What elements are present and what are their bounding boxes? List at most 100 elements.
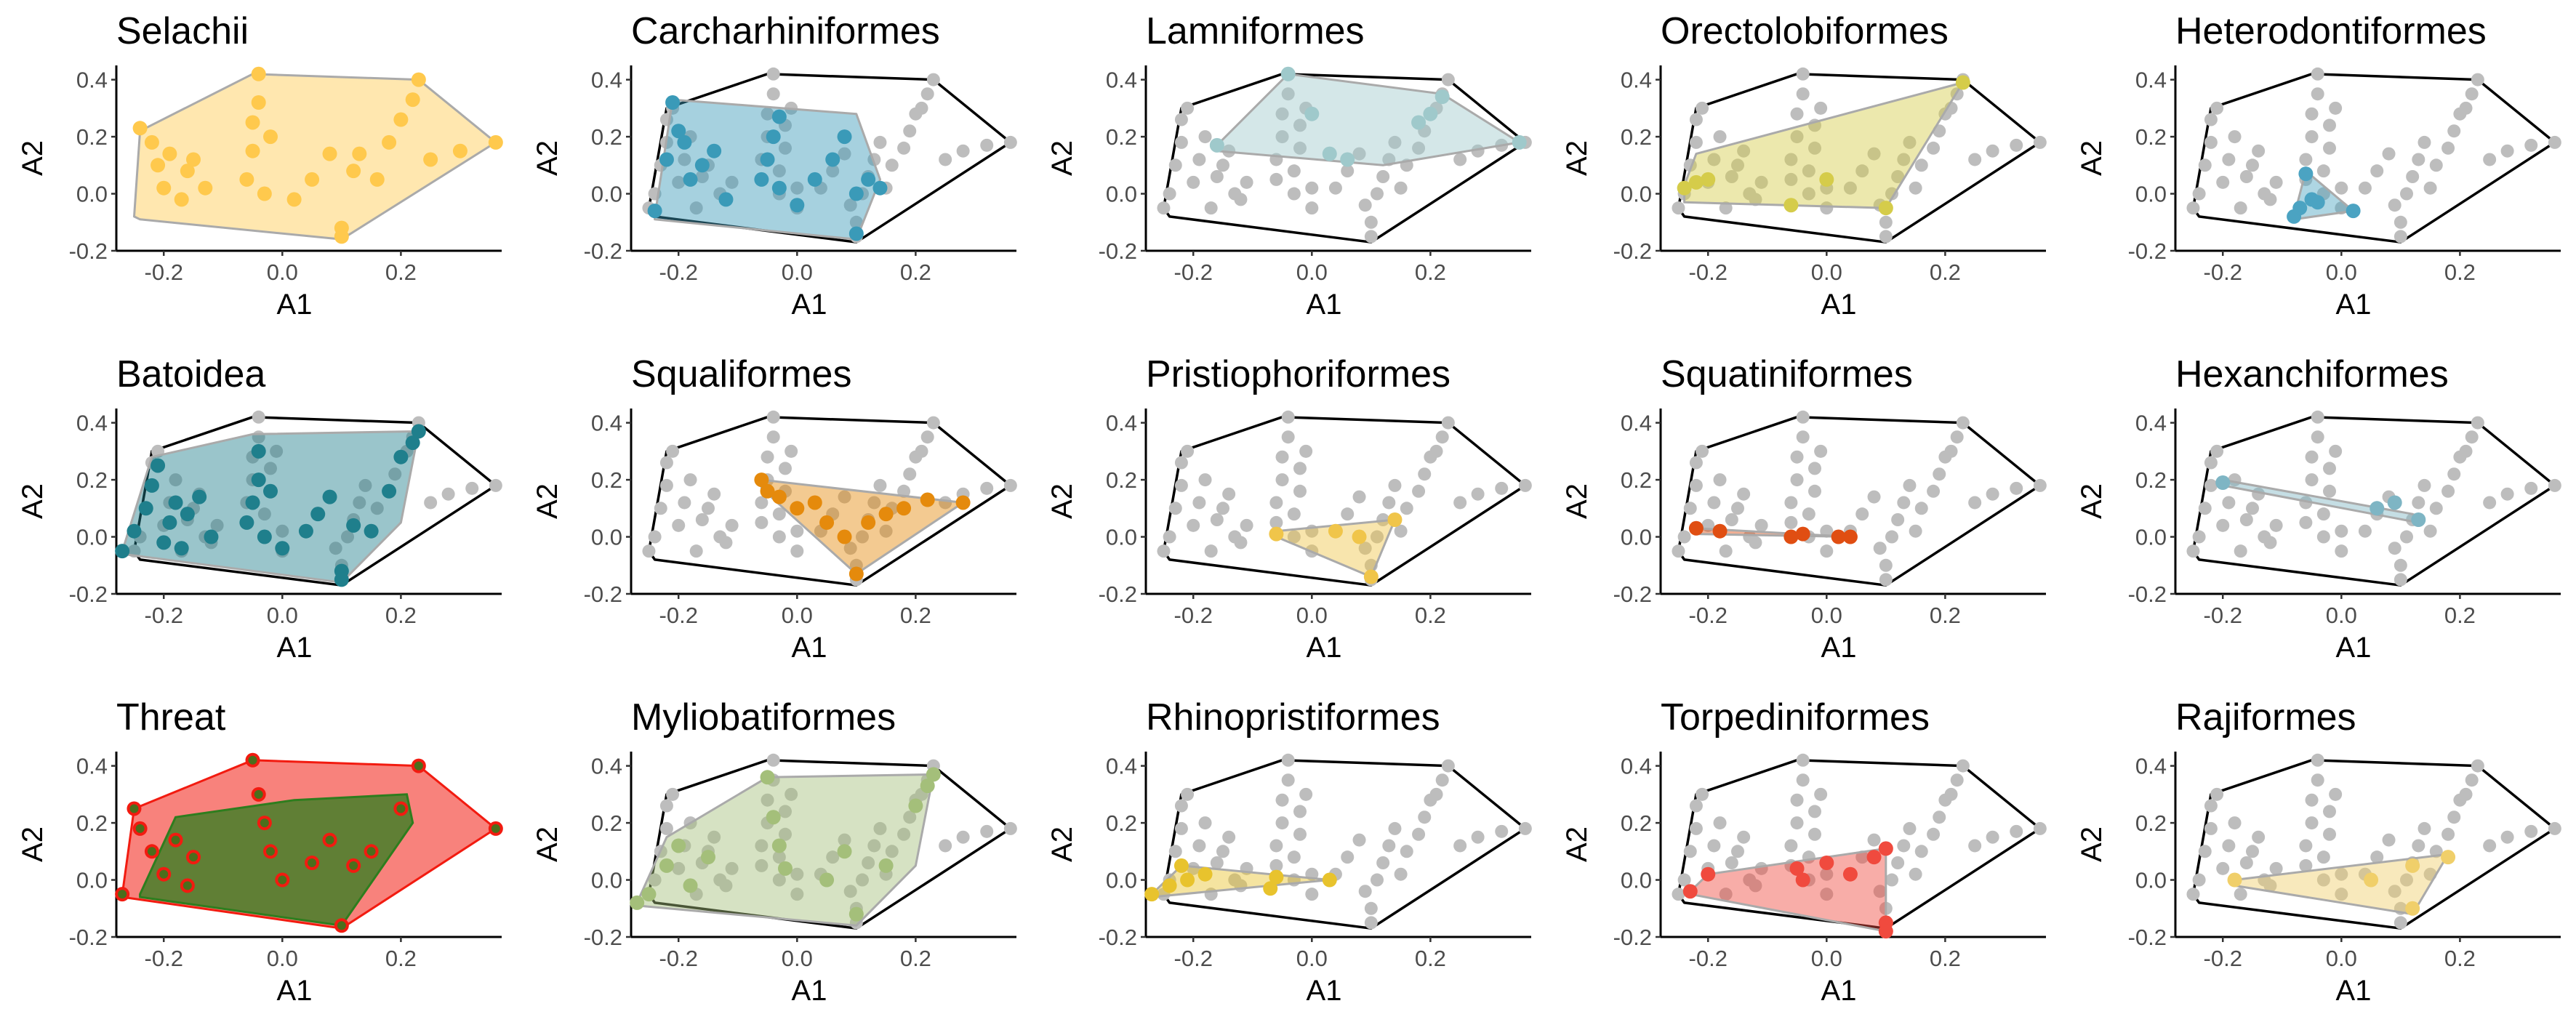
background-point [725, 175, 739, 189]
reference-hull [2191, 416, 2556, 587]
y-tick-label: 0.2 [2135, 124, 2167, 150]
group-point [127, 523, 142, 539]
background-point [2447, 810, 2461, 824]
background-point [1903, 821, 1917, 835]
background-point [1371, 873, 1384, 887]
y-tick-label: 0.4 [1106, 754, 1137, 779]
background-point [2335, 888, 2348, 901]
background-point [2198, 158, 2212, 172]
background-point [1944, 101, 1958, 115]
background-point [642, 544, 656, 558]
group-hull [654, 98, 881, 241]
y-tick-label: 0.2 [1106, 124, 1137, 150]
background-point [2269, 518, 2283, 532]
group-point [1304, 106, 1320, 121]
background-point [1814, 787, 1828, 801]
background-point [1495, 824, 1509, 838]
x-tick-label: -0.2 [659, 259, 698, 285]
y-tick-label: 0.0 [1106, 525, 1137, 550]
facet-plot: Rajiformes -0.2 0.0 0.2 0.4 -0.2 0.0 0.2 A1 A2 [2076, 696, 2561, 1007]
background-point [1956, 416, 1970, 430]
group-point [671, 838, 686, 853]
background-point [980, 138, 994, 152]
background-point [1696, 444, 1709, 458]
background-point [1382, 496, 1396, 510]
background-point [2323, 118, 2336, 132]
background-point [2204, 456, 2218, 470]
background-point [862, 856, 875, 869]
facet-panel: Squaliformes -0.2 0.0 0.2 0.4 -0.2 0.0 0.2 A1 A2 [515, 343, 1030, 686]
facet-plot: Orectolobiformes -0.2 0.0 0.2 0.4 -0.2 0.0 0.2 A… [1561, 10, 2047, 321]
background-point [1412, 141, 1426, 155]
background-point [849, 215, 863, 229]
background-point [1986, 144, 1999, 158]
background-point [755, 496, 769, 510]
y-tick-label: 0.0 [1106, 182, 1137, 207]
background-point [1471, 487, 1485, 501]
x-tick-label: -0.2 [145, 259, 183, 285]
background-point [2329, 787, 2343, 801]
background-point [2412, 839, 2425, 853]
y-tick-label: -0.2 [69, 582, 108, 607]
x-axis-label: A1 [1821, 975, 1857, 1007]
background-point [1192, 839, 1206, 853]
x-tick-label: 0.2 [900, 946, 931, 971]
group-point [771, 180, 787, 196]
background-point [2316, 164, 2330, 178]
background-point [654, 502, 667, 515]
background-point [2234, 888, 2247, 901]
y-tick-label: 0.4 [76, 68, 108, 93]
background-point [1808, 484, 1821, 498]
background-point [1240, 175, 1253, 189]
background-point [2329, 101, 2343, 115]
background-point [1305, 181, 1319, 195]
background-point [1843, 181, 1857, 195]
background-point [2198, 502, 2212, 515]
y-tick-label: 0.2 [591, 810, 622, 836]
background-point [2394, 558, 2407, 572]
background-point [1689, 456, 1703, 470]
background-point [1968, 496, 1982, 510]
background-point [1707, 496, 1721, 510]
group-point [275, 541, 290, 556]
background-point [648, 530, 662, 544]
y-tick-label: 0.2 [2135, 810, 2167, 836]
background-point [1275, 816, 1289, 830]
panel-title: Orectolobiformes [1661, 10, 1949, 52]
background-point [2222, 839, 2236, 853]
background-point [1518, 821, 1532, 835]
background-point [672, 518, 686, 532]
group-point [115, 544, 130, 559]
panel-title: Batoidea [116, 353, 265, 395]
background-point [1731, 845, 1744, 858]
background-point [1358, 885, 1372, 898]
group-point [694, 158, 710, 173]
group-point [369, 172, 385, 187]
y-tick-label: 0.0 [2135, 182, 2167, 207]
background-point [1394, 181, 1408, 195]
background-point [1683, 502, 1697, 515]
background-point [1287, 164, 1301, 178]
background-point [1352, 490, 1366, 504]
x-tick-label: -0.2 [2204, 946, 2242, 971]
background-point [2198, 845, 2212, 858]
background-point [2323, 141, 2336, 155]
background-point [1749, 879, 1762, 893]
background-point [867, 839, 881, 853]
background-point [2465, 87, 2479, 101]
background-point [1341, 507, 1355, 521]
group-hull [635, 773, 935, 927]
group-point [807, 172, 822, 187]
background-point [2192, 530, 2206, 544]
group-point [334, 572, 349, 587]
panel-title: Carcharhiniformes [631, 10, 940, 52]
group-point [659, 152, 674, 167]
background-point [2299, 496, 2313, 510]
background-point [1388, 135, 1402, 149]
background-point [2417, 478, 2431, 492]
inner-group-point [182, 881, 192, 890]
background-point [689, 201, 703, 215]
background-point [2204, 799, 2218, 813]
background-point [2305, 793, 2319, 807]
group-point [659, 858, 674, 873]
